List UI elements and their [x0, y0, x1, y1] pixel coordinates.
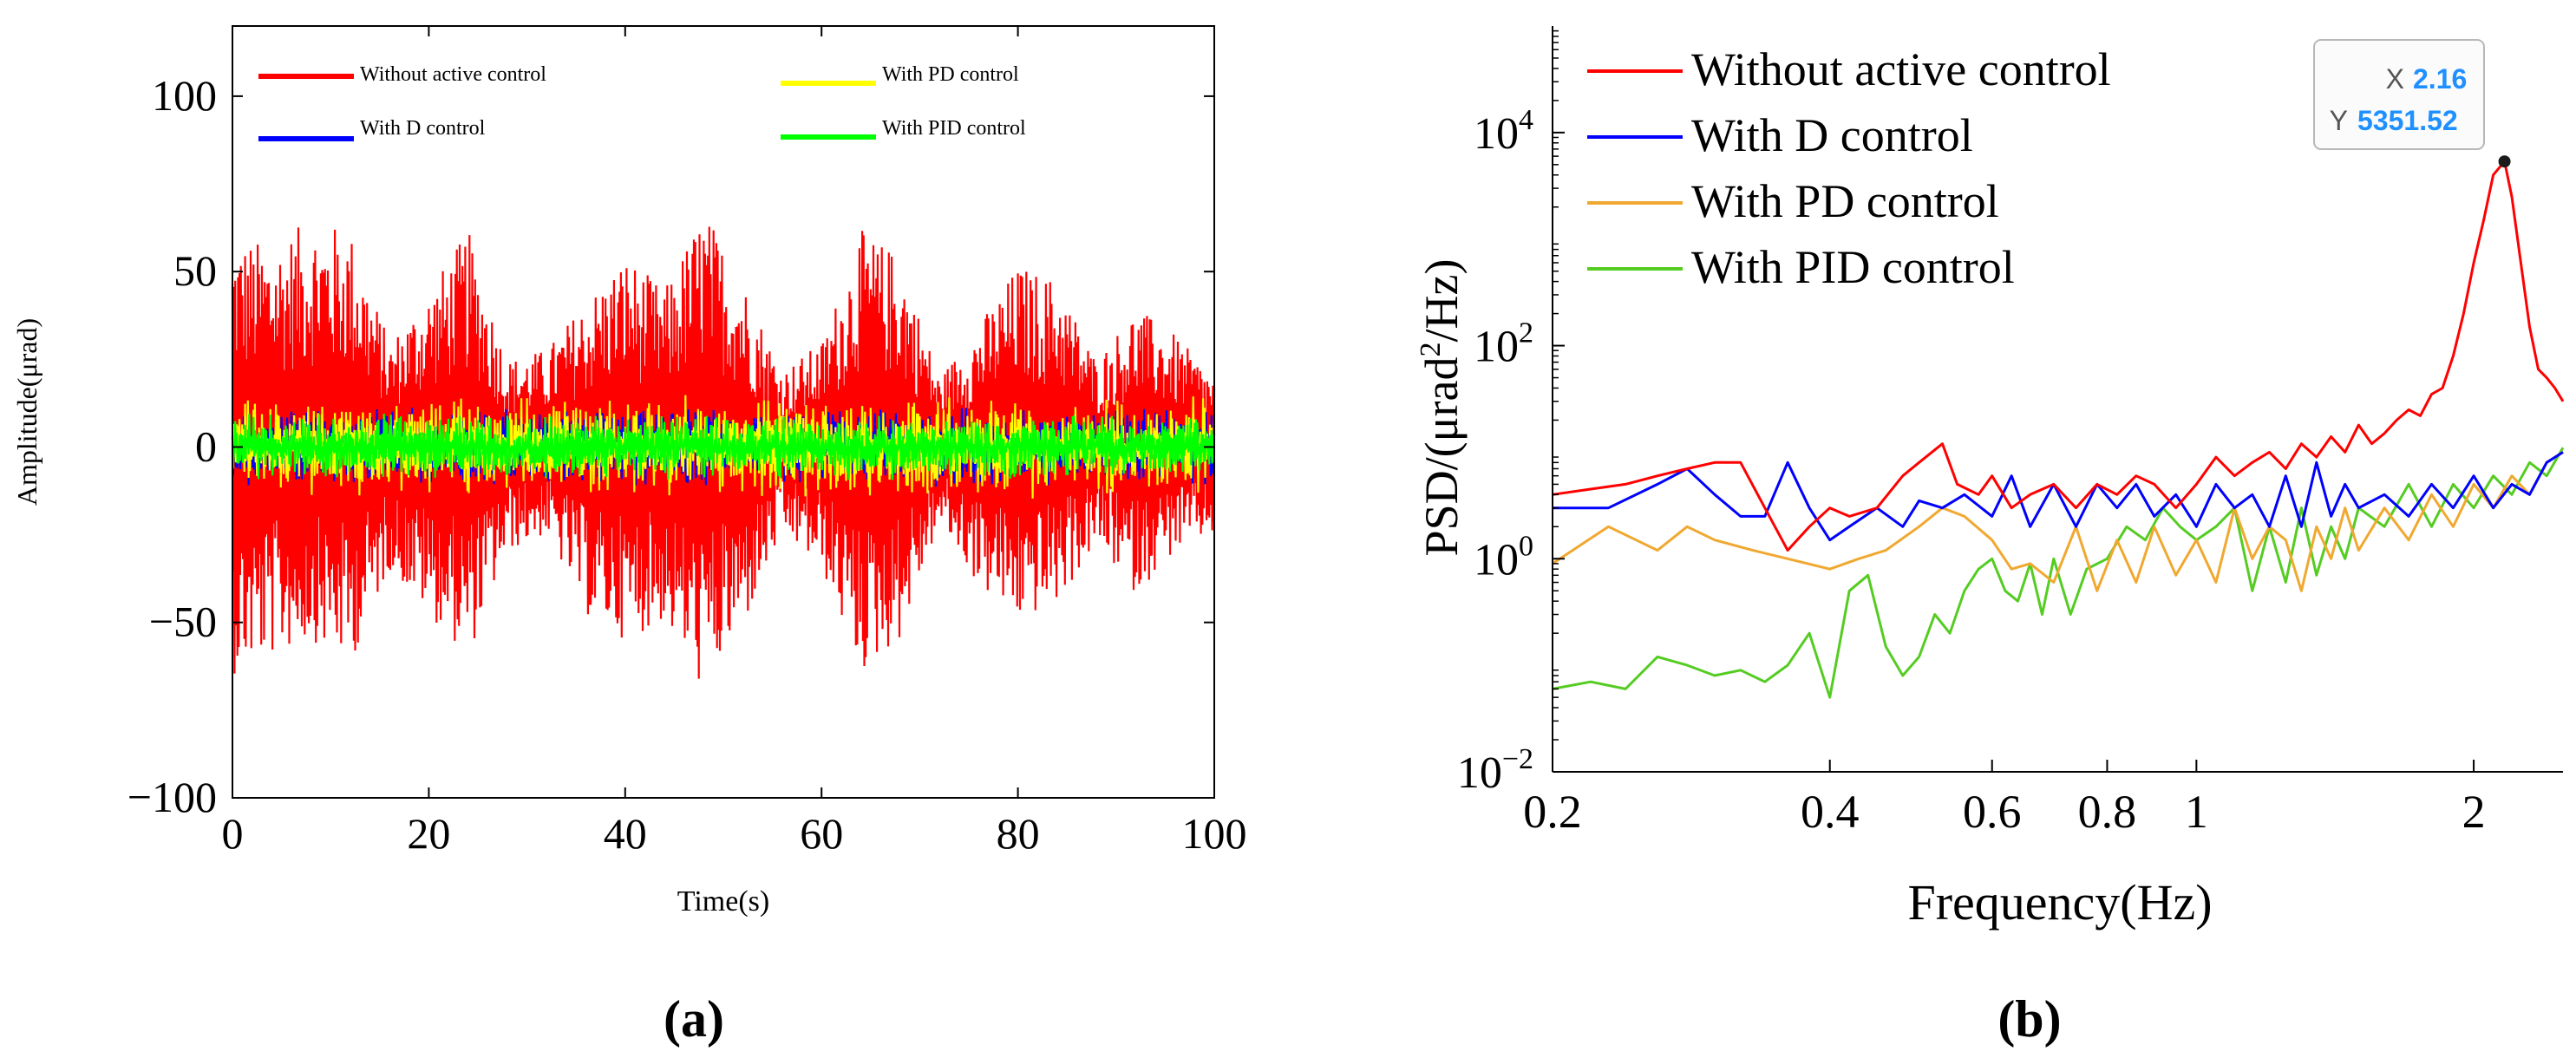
panel-b-y-label-main: PSD/(μrad: [1415, 357, 1468, 557]
legend-b-label-without: Without active control: [1691, 43, 2111, 95]
panel-b-y-tick-label: 102: [1474, 317, 1533, 372]
panel-b-y-tick-label: 100: [1474, 530, 1533, 585]
panel-b-series-with-pid-control: [1552, 447, 2565, 699]
panel-a-legend: Without active control With D control Wi…: [258, 63, 1026, 141]
panel-a-caption: (a): [664, 990, 724, 1048]
datatip-box: [2313, 39, 2485, 150]
legend-a-label-d: With D control: [360, 117, 486, 140]
panel-a-y-label: Amplitude(μrad): [11, 318, 42, 506]
panel-b-caption: (b): [1997, 990, 2061, 1048]
panel-b-x-tick-label: 1: [2185, 786, 2208, 838]
panel-b-y-label: PSD/(μrad2/Hz): [1415, 259, 1468, 557]
panel-b-x-tick-label: 0.2: [1523, 786, 1582, 838]
panel-a-y-tick-label: 100: [152, 71, 217, 120]
legend-a-label-pd: With PD control: [882, 63, 1019, 86]
panel-b-x-tick-label: 2: [2462, 786, 2486, 838]
panel-a-x-tick-label: 0: [222, 809, 244, 858]
panel-b-datatip[interactable]: X 2.16 Y 5351.52: [2313, 39, 2485, 150]
panel-b-series-without-active-control: [1552, 160, 2565, 552]
panel-a-x-tick-label: 20: [407, 809, 450, 858]
panel-a-y-tick-label: −100: [127, 773, 217, 821]
panel-a-x-tick-label: 100: [1182, 809, 1247, 858]
panel-b-psd-chart: 0.2 0.4 0.6 0.8 1 2 10−2 100 102 104 Without acti…: [1415, 26, 2565, 1048]
panel-a-series-with-pid-control: [231, 414, 1216, 480]
panel-a-y-tick-label: −50: [149, 598, 217, 646]
panel-b-plot-area: [1552, 155, 2565, 699]
panel-a-x-tick-label: 60: [800, 809, 843, 858]
panel-b-y-tick-label: 104: [1474, 104, 1533, 159]
panel-b-x-tick-label: 0.6: [1963, 786, 2022, 838]
panel-a-y-tick-label: 50: [173, 246, 217, 295]
panel-a-x-tick-label: 80: [997, 809, 1040, 858]
panel-a-axes-box: [232, 25, 1215, 799]
legend-a-label-pid: With PID control: [882, 117, 1026, 140]
panel-a-ticks: 0 20 40 60 80 100 −100 −50 0 50 100: [127, 26, 1247, 858]
panel-b-x-label: Frequency(Hz): [1907, 874, 2212, 931]
panel-b-x-tick-label: 0.4: [1801, 786, 1860, 838]
panel-a-time-domain-chart: 0 20 40 60 80 100 −100 −50 0 50 100 Without active…: [11, 25, 1247, 1048]
panel-a-plot-area: [231, 226, 1216, 679]
panel-b-series-with-pd-control: [1552, 451, 2564, 592]
panel-a-x-tick-label: 40: [604, 809, 647, 858]
panel-b-y-tick-label: 10−2: [1457, 743, 1533, 798]
panel-b-y-label-tail: /Hz): [1415, 259, 1468, 343]
panel-a-x-label: Time(s): [677, 885, 769, 918]
legend-b-label-pid: With PID control: [1691, 241, 2015, 293]
legend-b-label-d: With D control: [1691, 109, 1973, 161]
legend-b-label-pd: With PD control: [1691, 175, 1999, 227]
datatip-x-value: 2.16: [2413, 63, 2467, 95]
datatip-y-value: 5351.52: [2357, 105, 2458, 136]
panel-b-x-tick-label: 0.8: [2078, 786, 2137, 838]
panel-a-series-without-active-control: [231, 226, 1216, 679]
datatip-x-label: X: [2386, 63, 2404, 95]
panel-a-y-tick-label: 0: [195, 421, 217, 470]
datatip-y-label: Y: [2330, 105, 2348, 136]
panel-b-y-label-sup: 2: [1415, 343, 1447, 357]
legend-a-label-without: Without active control: [360, 63, 546, 86]
panel-b-legend: Without active control With D control Wi…: [1587, 43, 2111, 293]
datatip-marker[interactable]: [2498, 155, 2511, 168]
panel-b-series-with-d-control: [1553, 451, 2564, 542]
panel-b-ticks: 0.2 0.4 0.6 0.8 1 2 10−2 100 102 104: [1457, 29, 2486, 838]
